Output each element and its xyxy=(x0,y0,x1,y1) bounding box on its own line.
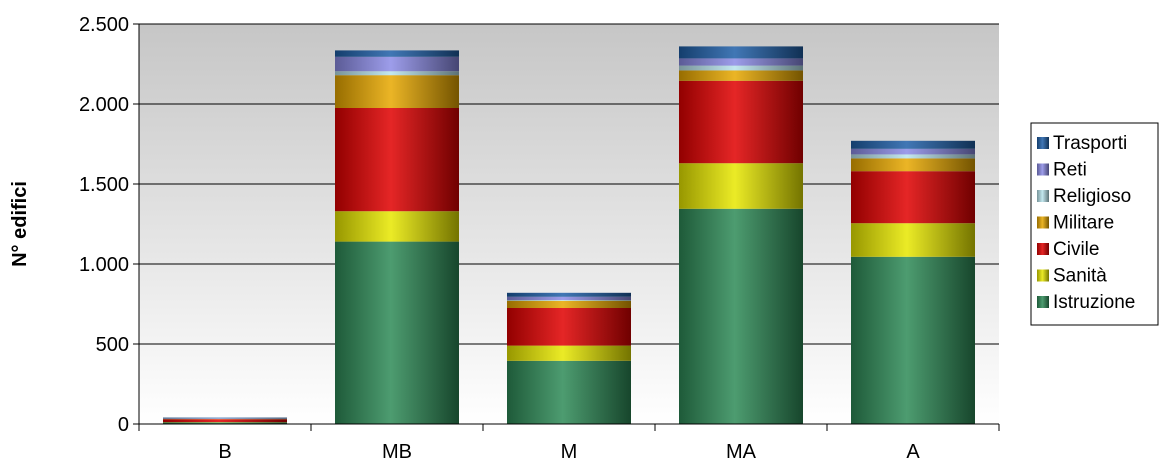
legend-swatch xyxy=(1037,216,1049,229)
legend-entry: Trasporti xyxy=(1053,133,1127,154)
bar-segment-trasporti-b xyxy=(163,417,287,419)
bar-segment-civile-m xyxy=(507,308,631,346)
legend-swatch xyxy=(1037,137,1049,149)
bar-segment-trasporti-ma xyxy=(679,46,803,59)
bar-segment-istruzione-mb xyxy=(335,241,459,424)
bar-segment-sanit--ma xyxy=(679,163,803,209)
bar-segment-militare-m xyxy=(507,300,631,308)
legend-swatch xyxy=(1037,243,1049,255)
bar-segment-militare-mb xyxy=(335,75,459,108)
y-tick-label: 500 xyxy=(96,334,129,356)
bar-segment-istruzione-b xyxy=(163,422,287,424)
legend-swatch xyxy=(1037,296,1049,308)
bar-segment-militare-ma xyxy=(679,70,803,81)
bar-segment-sanit--a xyxy=(851,223,975,257)
bar-segment-sanit--m xyxy=(507,345,631,361)
bar-segment-trasporti-mb xyxy=(335,50,459,57)
legend-swatch xyxy=(1037,190,1049,202)
legend-entry: Istruzione xyxy=(1053,292,1135,313)
bar-segment-militare-a xyxy=(851,158,975,172)
bar-segment-istruzione-m xyxy=(507,360,631,424)
legend-box xyxy=(1030,122,1159,326)
bars xyxy=(163,46,975,424)
bar-segment-religioso-a xyxy=(851,154,975,159)
x-tick-labels: B MB M MA A xyxy=(218,441,920,463)
bar-segment-istruzione-ma xyxy=(679,208,803,424)
y-tick-labels: 0 500 1.000 1.500 2.000 2.500 xyxy=(79,14,129,436)
bar-segment-civile-mb xyxy=(335,108,459,212)
legend-entry: Sanità xyxy=(1053,266,1107,287)
bar-segment-istruzione-a xyxy=(851,256,975,424)
bar-segment-reti-ma xyxy=(679,58,803,66)
legend-entry: Religioso xyxy=(1053,186,1131,207)
x-tick-label: M xyxy=(561,441,578,463)
bar-segment-religioso-ma xyxy=(679,65,803,71)
legend: Trasporti Reti Religioso Militare Civile Sani… xyxy=(1030,122,1159,326)
legend-swatch xyxy=(1037,163,1049,176)
bar-segment-religioso-mb xyxy=(335,71,459,76)
bar-segment-religioso-m xyxy=(507,300,631,301)
bar-segment-reti-mb xyxy=(335,56,459,72)
y-axis-label: N° edifici xyxy=(9,181,31,267)
bar-segment-reti-a xyxy=(851,148,975,155)
bar-segment-trasporti-a xyxy=(851,140,975,149)
bar-segment-trasporti-m xyxy=(507,292,631,297)
y-tick-label: 2.000 xyxy=(79,94,129,116)
axes xyxy=(133,23,1000,431)
bar-segment-civile-a xyxy=(851,171,975,224)
legend-entry: Reti xyxy=(1053,160,1087,181)
bar-segment-civile-b xyxy=(163,419,287,423)
bar-segment-reti-m xyxy=(507,296,631,300)
legend-swatch xyxy=(1037,269,1049,282)
x-tick-label: A xyxy=(906,441,920,463)
y-tick-label: 2.500 xyxy=(79,14,129,36)
x-tick-label: B xyxy=(218,441,231,463)
y-tick-label: 1.000 xyxy=(79,254,129,276)
bar-segment-sanit--mb xyxy=(335,211,459,242)
legend-entry: Civile xyxy=(1053,239,1099,260)
y-tick-label: 0 xyxy=(118,414,129,436)
legend-entry: Militare xyxy=(1053,213,1114,234)
x-tick-label: MB xyxy=(382,441,412,463)
x-tick-label: MA xyxy=(726,441,757,463)
y-tick-label: 1.500 xyxy=(79,174,129,196)
bar-segment-civile-ma xyxy=(679,80,803,164)
